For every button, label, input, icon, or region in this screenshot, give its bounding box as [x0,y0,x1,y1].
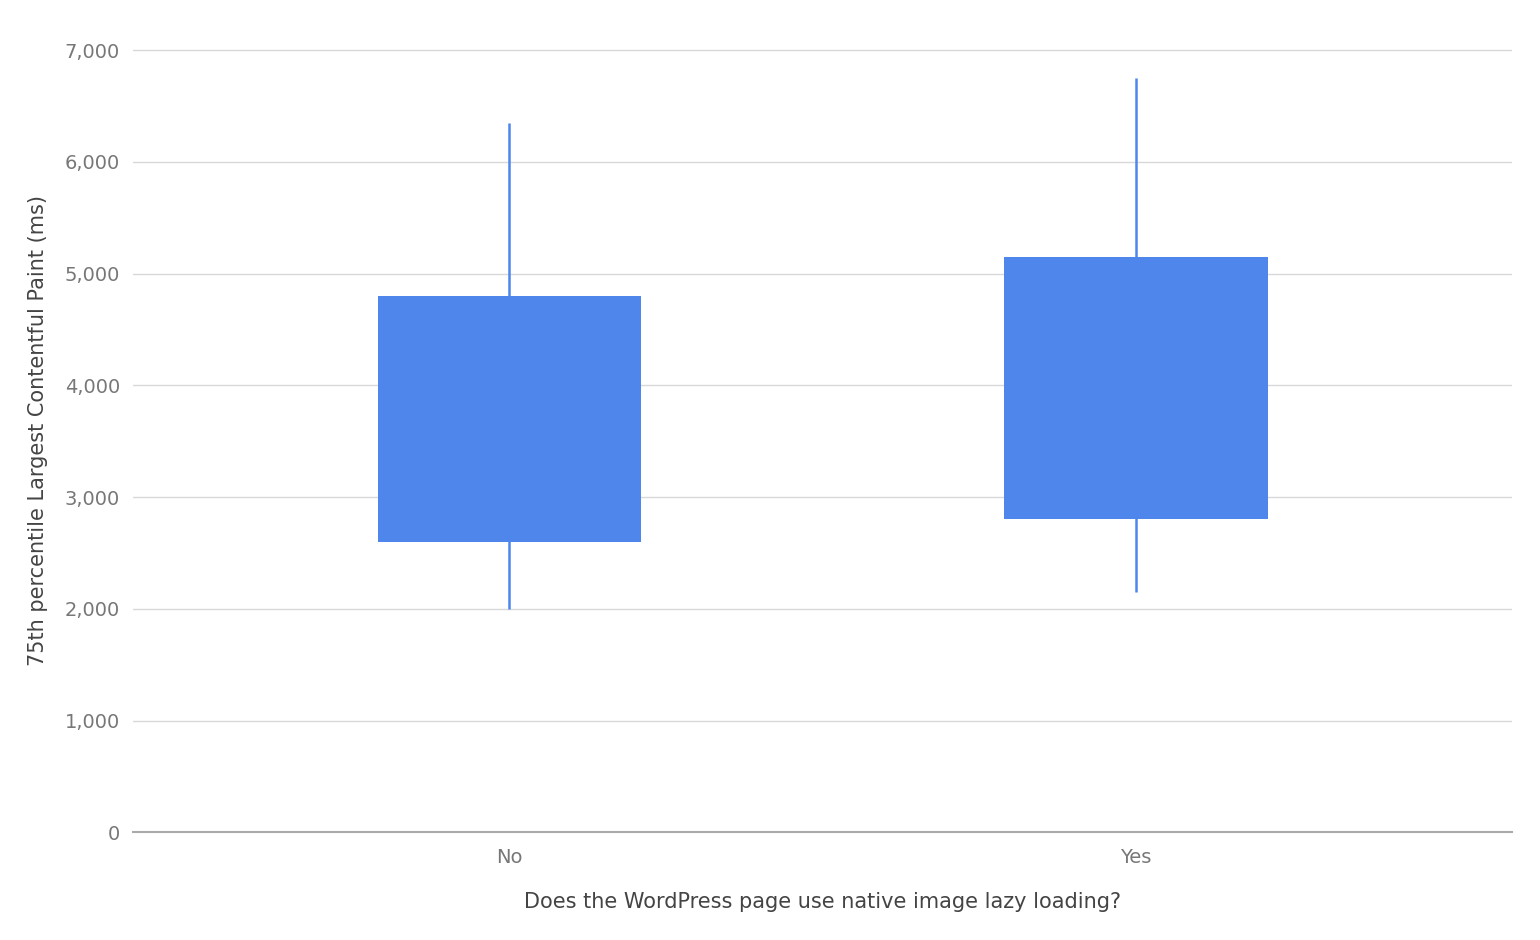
Bar [1004,257,1267,520]
Bar [377,296,641,541]
X-axis label: Does the WordPress page use native image lazy loading?: Does the WordPress page use native image… [524,892,1121,912]
Y-axis label: 75th percentile Largest Contentful Paint (ms): 75th percentile Largest Contentful Paint… [28,195,48,666]
